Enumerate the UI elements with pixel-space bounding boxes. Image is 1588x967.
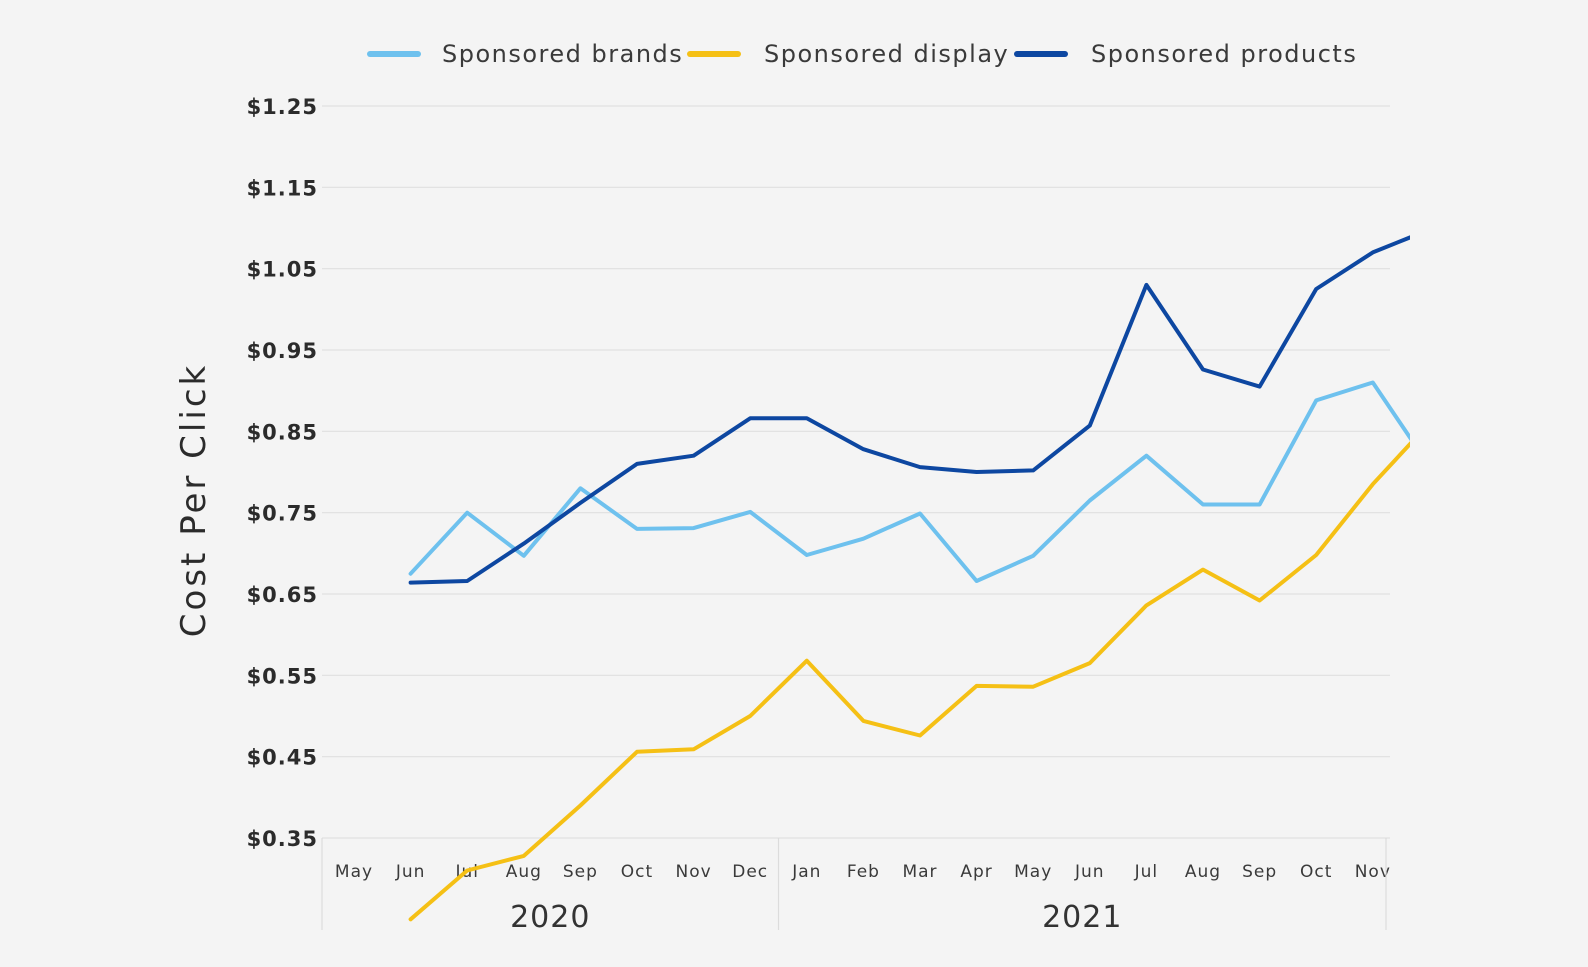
x-tick-label: Sep: [1242, 862, 1277, 882]
y-tick-label: $1.05: [247, 258, 318, 282]
x-tick-label: Oct: [1300, 862, 1332, 882]
legend-label: Sponsored display: [764, 40, 1009, 68]
legend-label: Sponsored brands: [442, 40, 683, 68]
y-tick-label: $0.85: [247, 420, 318, 444]
y-tick-label: $1.25: [247, 95, 318, 119]
year-label: 2020: [510, 900, 590, 935]
legend: Sponsored brands Sponsored display Sponsor…: [367, 40, 1357, 68]
x-tick-label: May: [1014, 862, 1052, 882]
x-tick-label: Aug: [506, 862, 542, 882]
x-tick-label: Nov: [676, 862, 712, 882]
grid-lines: [322, 105, 1390, 839]
series-line-sponsored-display: [408, 441, 1410, 922]
x-tick-label: Oct: [621, 862, 653, 882]
x-tick-label: Jun: [1074, 862, 1105, 882]
x-tick-label: Sep: [563, 862, 598, 882]
y-tick-label: $0.35: [247, 827, 318, 851]
x-tick-label: Feb: [847, 862, 880, 882]
y-tick-label: $0.55: [247, 664, 318, 688]
x-tick-label: Jun: [395, 862, 426, 882]
series-line-sponsored-products: [408, 235, 1410, 585]
series-line-sponsored-brands: [408, 380, 1410, 583]
x-tick-label: Dec: [732, 862, 768, 882]
x-tick-label: Mar: [902, 862, 937, 882]
y-axis-label: Cost Per Click: [174, 363, 214, 637]
y-tick-label: $0.75: [247, 502, 318, 526]
year-label: 2021: [1042, 900, 1122, 935]
x-tick-label: May: [335, 862, 373, 882]
axes: $1.25 $1.15 $1.05 $0.95 $0.85 $0.75 $0.65 $0.55…: [247, 95, 1391, 935]
x-tick-label: Apr: [960, 862, 992, 882]
y-tick-label: $0.45: [247, 746, 318, 770]
y-tick-label: $0.95: [247, 339, 318, 363]
y-tick-label: $1.15: [247, 176, 318, 200]
x-tick-label: Nov: [1355, 862, 1391, 882]
x-tick-label: Jan: [791, 862, 821, 882]
legend-label: Sponsored products: [1091, 40, 1357, 68]
x-tick-label: Aug: [1185, 862, 1221, 882]
y-tick-label: $0.65: [247, 583, 318, 607]
series-lines: [408, 235, 1410, 922]
x-tick-label: Jul: [1134, 862, 1159, 882]
